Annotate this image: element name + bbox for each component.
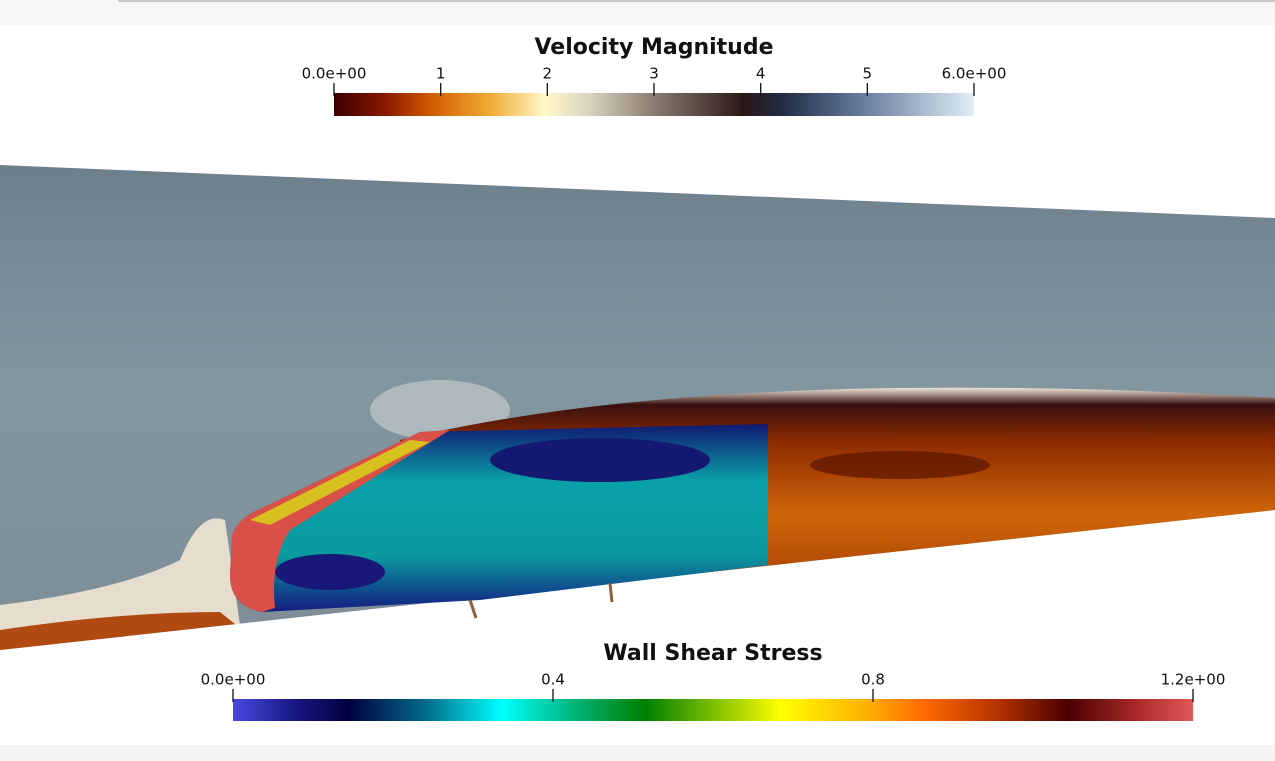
tick-label: 6.0e+00 (942, 65, 1007, 83)
roof-edge (250, 440, 430, 525)
status-strip (0, 745, 1275, 761)
flow-field (0, 165, 1275, 650)
tick-label: 1.2e+00 (1161, 671, 1226, 689)
color-bar (233, 699, 1193, 721)
legend-title: Velocity Magnitude (534, 35, 773, 60)
vehicle (230, 424, 768, 619)
tick-label: 0.0e+00 (302, 65, 367, 83)
scalar-bars: Velocity Magnitude 0.0e+00 1 2 3 4 5 6.0e+00 Wal… (201, 35, 1226, 721)
tick-label: 0.8 (861, 671, 885, 689)
wheel-strut (468, 582, 614, 619)
tick-label: 4 (756, 65, 766, 83)
low-shear-patch (275, 554, 385, 590)
toolbar-strip (0, 0, 1275, 25)
tick-label: 0.4 (541, 671, 565, 689)
tick-label: 3 (649, 65, 659, 83)
tick-label: 0.0e+00 (201, 671, 266, 689)
tick-label: 5 (863, 65, 873, 83)
tick-label: 2 (543, 65, 553, 83)
low-shear-patch (490, 438, 710, 482)
tick-label: 1 (436, 65, 446, 83)
color-bar (334, 93, 974, 116)
wake-core (810, 451, 990, 479)
legend-title: Wall Shear Stress (603, 641, 822, 666)
toolbar-edge (118, 0, 1275, 2)
